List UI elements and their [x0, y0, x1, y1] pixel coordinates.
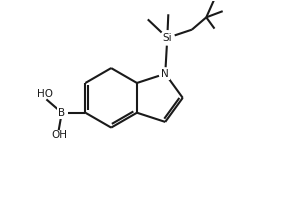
Text: B: B [58, 108, 65, 118]
Text: Si: Si [162, 33, 172, 43]
Text: OH: OH [52, 130, 68, 140]
Text: HO: HO [37, 89, 53, 99]
Text: N: N [161, 69, 169, 79]
